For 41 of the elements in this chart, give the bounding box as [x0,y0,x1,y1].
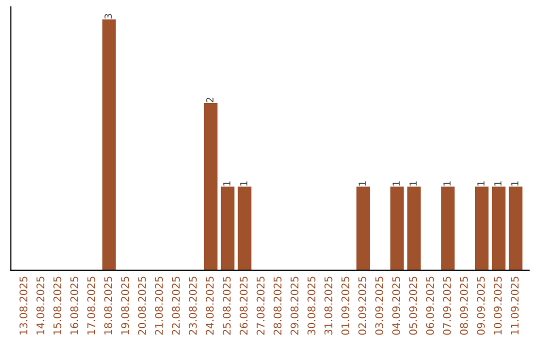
x-tick-label: 26.08.2025 [240,276,248,335]
data-label: 1 [477,181,484,186]
data-label: 1 [511,181,518,186]
data-label: 3 [104,14,112,19]
x-tick-label: 02.09.2025 [358,276,366,335]
data-label: 1 [494,181,502,186]
x-tick-label: 17.08.2025 [87,276,96,334]
x-tick-label: 18.08.2025 [104,276,112,334]
x-tick-label: 05.09.2025 [409,276,418,335]
x-tick-label: 01.09.2025 [341,276,350,335]
x-tick-label: 30.08.2025 [307,276,316,335]
x-tick-label: 10.09.2025 [494,276,502,334]
x-tick-label: 03.09.2025 [375,276,384,335]
data-label: 2 [206,98,214,102]
x-tick-label: 27.08.2025 [256,276,265,335]
x-tick-label: 25.08.2025 [222,276,231,335]
x-tick-label: 20.08.2025 [138,276,146,335]
x-tick-label: 29.08.2025 [290,276,298,335]
x-tick-label: 13.08.2025 [19,276,28,334]
x-tick-label: 07.09.2025 [443,276,451,335]
x-tick-label: 16.08.2025 [70,276,78,334]
x-tick-label: 14.08.2025 [36,276,44,334]
x-tick-label: 09.09.2025 [476,276,485,335]
x-tick-label: 15.08.2025 [53,276,62,334]
x-tick-label: 22.08.2025 [172,276,180,335]
data-label: 1 [392,181,400,186]
data-label: 1 [443,181,451,186]
data-label: 1 [410,181,417,186]
data-label: 1 [223,181,230,186]
x-tick-label: 23.08.2025 [188,276,197,335]
x-tick-label: 08.09.2025 [460,276,468,335]
data-label: 1 [358,181,366,186]
x-tick-label: 06.09.2025 [426,276,434,335]
x-tick-label: 28.08.2025 [274,276,282,335]
x-tick-label: 19.08.2025 [121,276,130,334]
x-tick-label: 21.08.2025 [155,276,163,335]
x-tick-label: 04.09.2025 [392,276,400,335]
x-tick-label: 31.08.2025 [324,276,332,335]
x-tick-label: 24.08.2025 [206,276,214,335]
data-label: 1 [240,181,248,186]
x-tick-label: 11.09.2025 [510,276,519,334]
